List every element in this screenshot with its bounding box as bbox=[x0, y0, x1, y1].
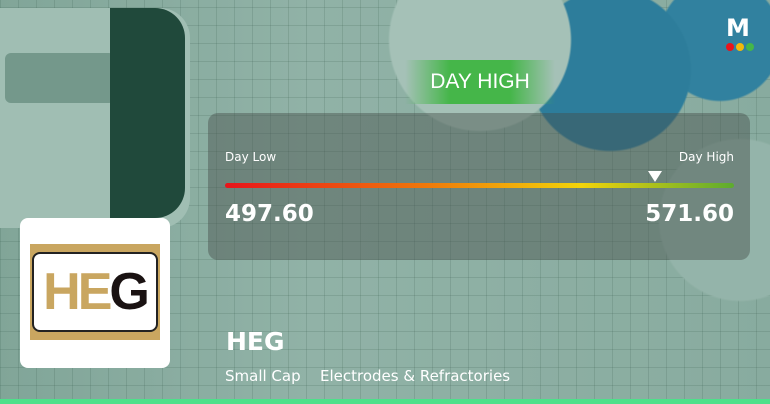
day-range-panel: Day Low Day High 497.60 571.60 bbox=[208, 113, 750, 260]
brand-logo-letter: M bbox=[726, 14, 750, 42]
company-logo-card: HE G bbox=[20, 218, 170, 368]
bottom-accent-bar bbox=[0, 399, 770, 404]
sector: Electrodes & Refractories bbox=[320, 367, 511, 385]
brand-dot-yellow bbox=[736, 43, 744, 51]
company-name: HEG bbox=[226, 327, 285, 356]
day-high-value: 571.60 bbox=[645, 201, 734, 227]
day-low-value: 497.60 bbox=[225, 201, 314, 227]
range-bar bbox=[225, 183, 734, 188]
brand-dot-red bbox=[726, 43, 734, 51]
company-logo: HE G bbox=[30, 244, 160, 340]
current-price-marker-icon bbox=[648, 171, 663, 182]
background-device bbox=[0, 8, 190, 228]
brand-dot-green bbox=[746, 43, 754, 51]
day-low-label: Day Low bbox=[225, 150, 277, 164]
day-high-label: Day High bbox=[678, 150, 734, 164]
badge-label: DAY HIGH bbox=[430, 70, 530, 93]
day-high-badge: DAY HIGH bbox=[405, 60, 555, 104]
brand-logo: M bbox=[724, 14, 760, 54]
market-cap-category: Small Cap bbox=[225, 367, 301, 385]
